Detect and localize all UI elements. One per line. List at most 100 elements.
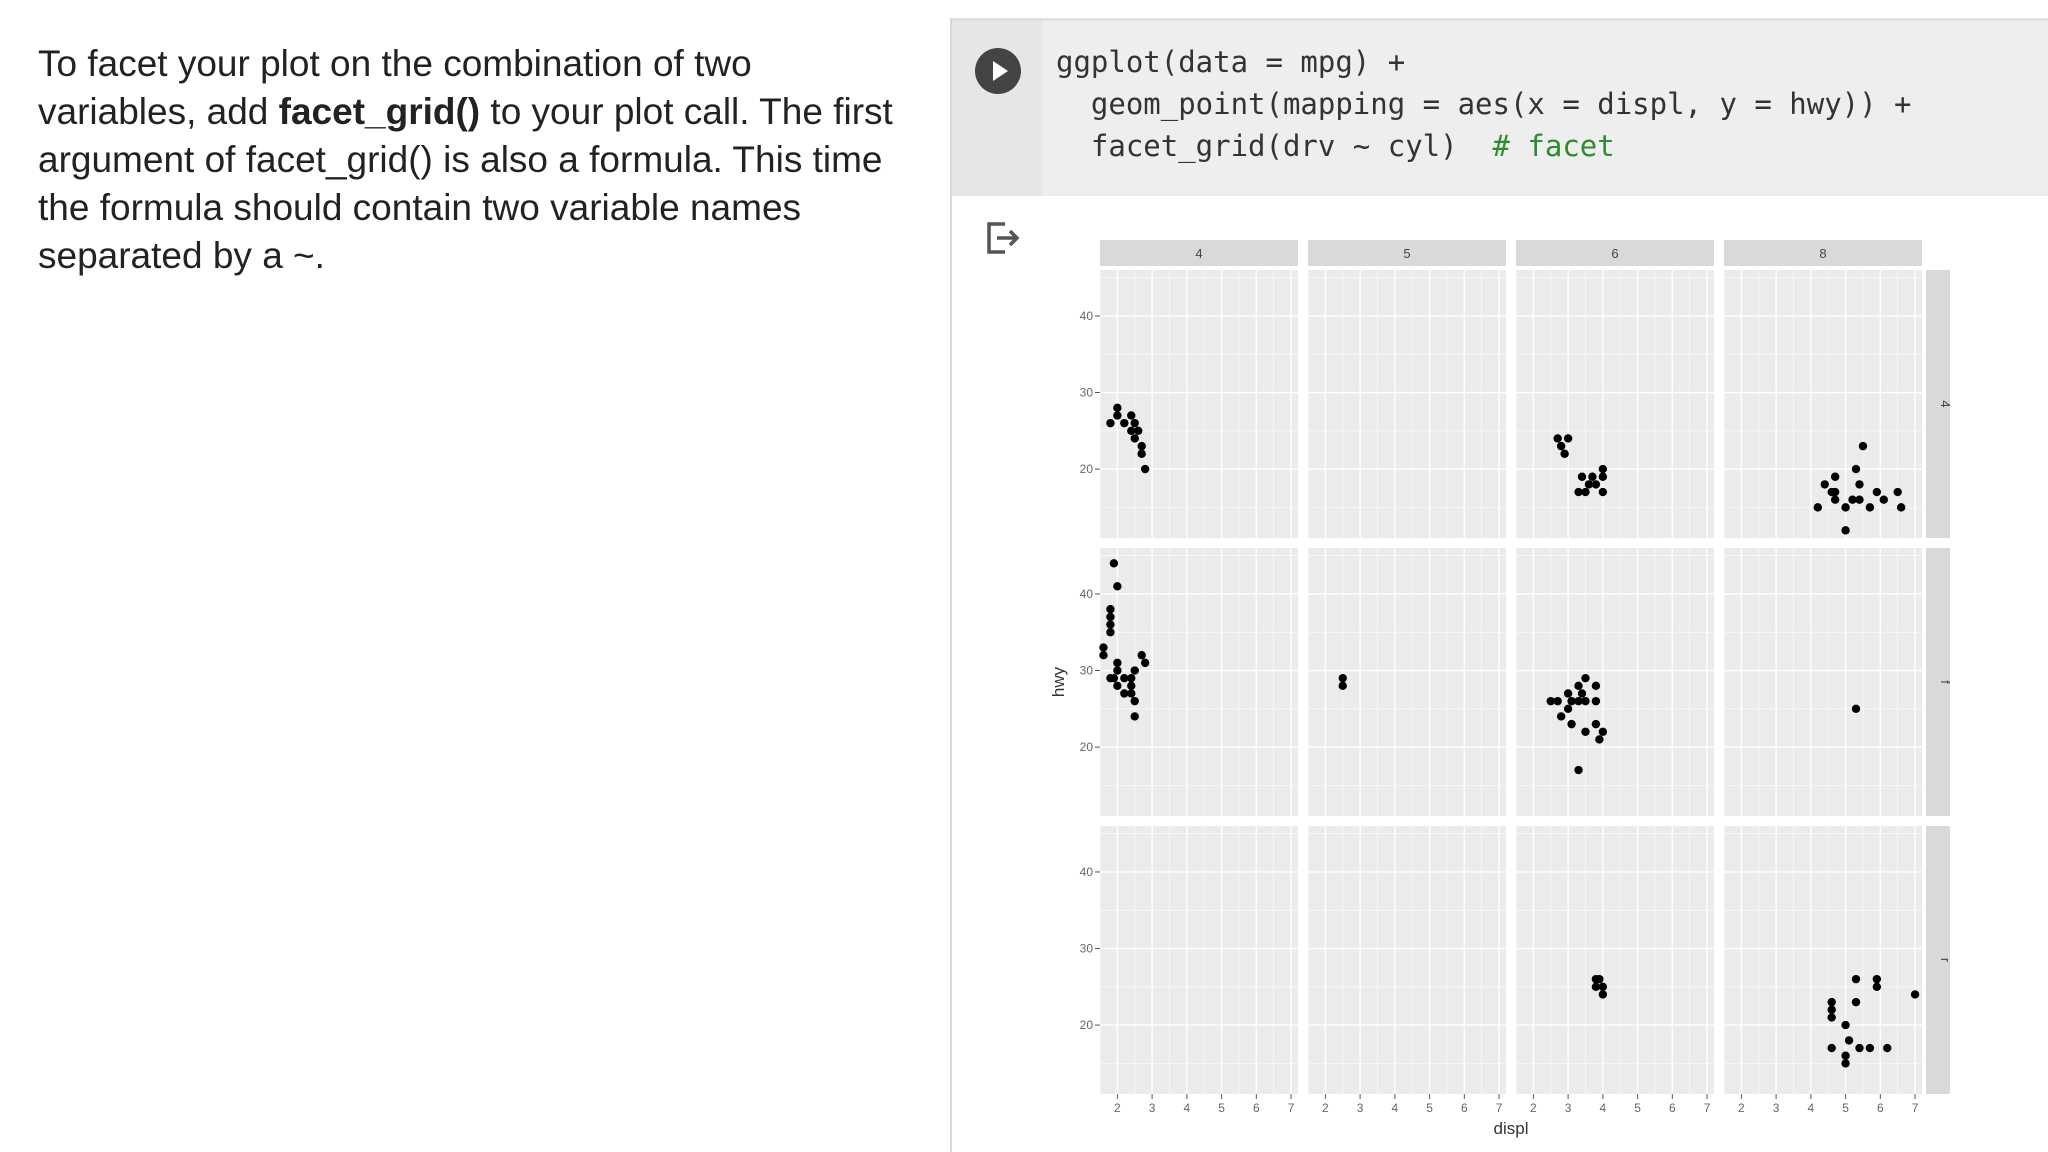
- data-point: [1556, 712, 1566, 721]
- data-point: [1851, 997, 1861, 1007]
- y-tick-label: 30: [1080, 664, 1094, 678]
- x-tick-label: 3: [1773, 1101, 1780, 1115]
- data-point: [1581, 727, 1590, 736]
- x-tick-label: 3: [1565, 1101, 1572, 1115]
- data-point: [1127, 411, 1136, 420]
- run-cell-button[interactable]: [975, 48, 1021, 94]
- data-point: [1560, 449, 1569, 458]
- x-tick-label: 4: [1807, 1101, 1814, 1115]
- data-point: [1140, 658, 1150, 668]
- data-point: [1130, 666, 1139, 675]
- facet-panel-bg: [1308, 548, 1506, 816]
- y-tick-label: 20: [1080, 462, 1094, 476]
- data-point: [1872, 982, 1882, 991]
- facet-panel-bg: [1516, 270, 1714, 538]
- data-point: [1858, 441, 1868, 451]
- data-point: [1574, 681, 1583, 691]
- code-text[interactable]: ggplot(data = mpg) + geom_point(mapping …: [1056, 41, 1912, 167]
- data-point: [1872, 974, 1882, 984]
- explanation-function-name: facet_grid(): [278, 91, 481, 132]
- data-point: [1851, 704, 1861, 713]
- data-point: [1113, 658, 1122, 668]
- facet-label-row: r: [1938, 958, 1950, 963]
- data-point: [1865, 503, 1875, 512]
- code-editor[interactable]: ggplot(data = mpg) + geom_point(mapping …: [952, 18, 2048, 196]
- data-point: [1879, 495, 1888, 504]
- facet-label-row: 4: [1938, 400, 1950, 407]
- x-tick-label: 6: [1253, 1101, 1260, 1115]
- data-point: [1106, 605, 1115, 614]
- data-point: [1827, 1043, 1836, 1053]
- data-point: [1106, 620, 1115, 629]
- data-point: [1827, 1005, 1836, 1014]
- data-point: [1113, 411, 1122, 420]
- cell-border: [950, 18, 952, 1152]
- data-point: [1137, 449, 1146, 458]
- data-point: [1896, 503, 1906, 512]
- data-point: [1910, 990, 1920, 999]
- output-redirect-icon[interactable]: [983, 218, 1023, 258]
- facet-panel-bg: [1724, 270, 1922, 538]
- data-point: [1883, 1043, 1892, 1053]
- data-point: [1598, 727, 1608, 736]
- x-tick-label: 7: [1288, 1101, 1295, 1115]
- data-point: [1855, 480, 1864, 489]
- data-point: [1567, 696, 1576, 706]
- data-point: [1830, 495, 1840, 504]
- explanation-part2: to your plot call. The first argument of…: [38, 91, 893, 276]
- x-tick-label: 2: [1530, 1101, 1537, 1115]
- data-point: [1553, 434, 1562, 443]
- x-tick-label: 6: [1669, 1101, 1676, 1115]
- x-tick-label: 4: [1391, 1101, 1398, 1115]
- data-point: [1841, 1020, 1850, 1030]
- facet-label-col: 4: [1195, 246, 1202, 261]
- x-tick-label: 4: [1599, 1101, 1606, 1115]
- data-point: [1106, 628, 1115, 637]
- x-tick-label: 5: [1634, 1101, 1641, 1115]
- data-point: [1563, 434, 1573, 443]
- data-point: [1841, 1059, 1850, 1068]
- x-tick-label: 2: [1738, 1101, 1745, 1115]
- data-point: [1120, 689, 1129, 698]
- facet-strip-col: [1516, 240, 1714, 266]
- x-tick-label: 7: [1912, 1101, 1919, 1115]
- data-point: [1848, 495, 1857, 504]
- data-point: [1591, 719, 1601, 729]
- facet-label-col: 8: [1819, 246, 1826, 261]
- data-point: [1827, 1013, 1836, 1022]
- data-point: [1577, 472, 1587, 481]
- data-point: [1099, 651, 1108, 660]
- x-tick-label: 4: [1183, 1101, 1190, 1115]
- x-tick-label: 5: [1426, 1101, 1433, 1115]
- data-point: [1855, 495, 1864, 504]
- code-comment: # facet: [1492, 129, 1615, 163]
- cell-gutter: [952, 21, 1042, 196]
- y-tick-label: 30: [1080, 942, 1094, 956]
- facet-strip-col: [1100, 240, 1298, 266]
- data-point: [1813, 503, 1822, 512]
- data-point: [1127, 681, 1136, 691]
- data-point: [1546, 696, 1555, 706]
- data-point: [1130, 696, 1139, 706]
- code-line-1: ggplot(data = mpg) +: [1056, 45, 1406, 79]
- data-point: [1563, 689, 1573, 698]
- data-point: [1581, 673, 1590, 683]
- data-point: [1130, 434, 1139, 443]
- notebook-cell: ggplot(data = mpg) + geom_point(mapping …: [950, 18, 2048, 1152]
- facet-panel-bg: [1100, 548, 1298, 816]
- facet-strip-row: [1926, 270, 1950, 538]
- facet-panel-bg: [1724, 548, 1922, 816]
- data-point: [1581, 487, 1590, 497]
- y-tick-label: 20: [1080, 1018, 1094, 1032]
- data-point: [1584, 480, 1594, 489]
- facet-panel-bg: [1100, 826, 1298, 1094]
- data-point: [1109, 673, 1119, 683]
- data-point: [1841, 526, 1850, 535]
- data-point: [1140, 464, 1150, 474]
- data-point: [1598, 990, 1608, 999]
- facet-strip-row: [1926, 548, 1950, 816]
- data-point: [1556, 441, 1566, 451]
- data-point: [1553, 696, 1562, 706]
- data-point: [1598, 982, 1608, 991]
- data-point: [1830, 472, 1840, 481]
